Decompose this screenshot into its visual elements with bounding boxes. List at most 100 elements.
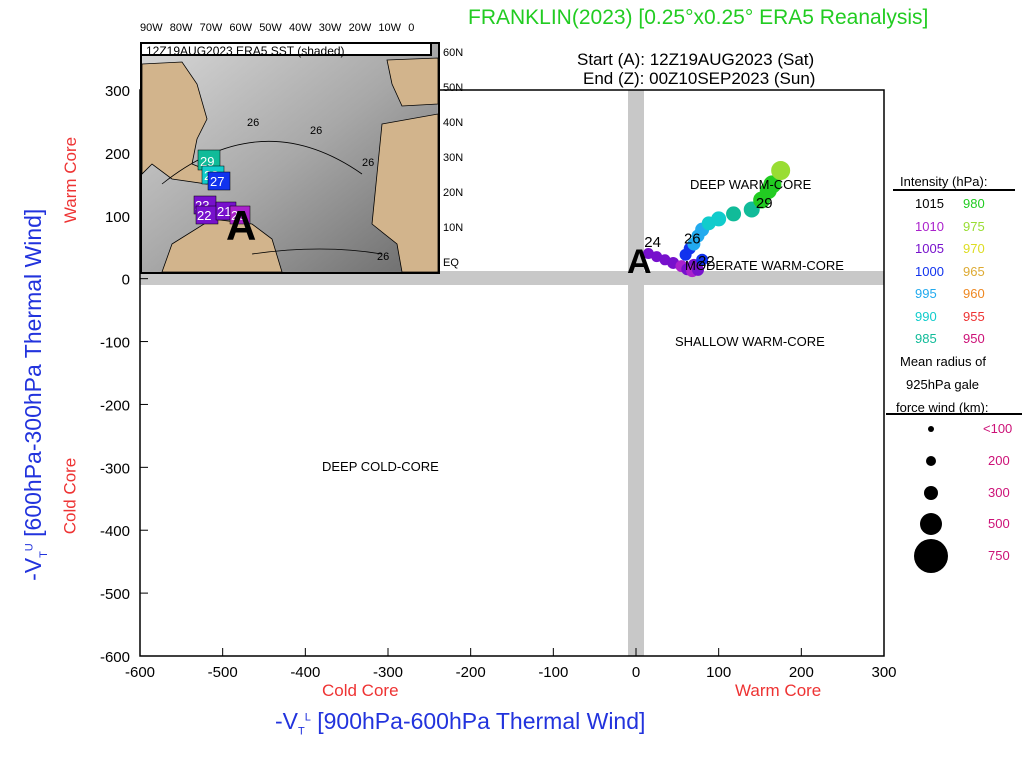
intensity-right-label: 970 — [963, 241, 985, 256]
y-tick-label: 100 — [105, 209, 130, 226]
end-time: End (Z): 00Z10SEP2023 (Sun) — [583, 69, 816, 88]
y-tick-label: -600 — [100, 649, 130, 666]
intensity-left-label: 990 — [915, 308, 937, 324]
day-label: 26 — [684, 230, 701, 247]
intensity-left-label: 1005 — [915, 241, 944, 256]
radius-legend-dot — [926, 456, 936, 466]
x-tick-label: 300 — [871, 664, 896, 681]
intensity-right-label: 960 — [963, 286, 985, 301]
lon-tick-label: 10W — [378, 22, 402, 34]
lat-tick-label: 60N — [443, 47, 464, 59]
radius-title-3: force wind (km): — [896, 400, 989, 415]
radius-legend-label: <100 — [983, 421, 1013, 436]
lat-tick-label: 50N — [443, 82, 464, 94]
y-ticks: 300 200 100 0 -100 -200 -300 -400 -500 -600 — [100, 83, 148, 666]
region-deep-warm: DEEP WARM-CORE — [690, 177, 812, 192]
radius-legend-dots — [914, 426, 948, 573]
y-tick-label: -500 — [100, 586, 130, 603]
track-point — [726, 206, 742, 222]
day-label: 24 — [644, 234, 661, 251]
region-deep-cold: DEEP COLD-CORE — [322, 459, 439, 474]
chart-title: FRANKLIN(2023) [0.25°x0.25° ERA5 Reanaly… — [468, 6, 929, 29]
contour-label-2: 26 — [310, 125, 322, 137]
x-axis-title: -VTL [900hPa-600hPa Thermal Wind] — [275, 708, 646, 738]
lat-tick-label: 20N — [443, 187, 464, 199]
track-label-20: 20 — [231, 208, 245, 223]
lon-tick-label: 40W — [289, 22, 312, 34]
y-tick-label: -300 — [100, 460, 130, 477]
x-left-word: Cold Core — [322, 681, 399, 700]
x-tick-label: -300 — [373, 664, 403, 681]
x-ticks: -600 -500 -400 -300 -200 -100 0 100 200 300 — [125, 648, 897, 681]
start-marker: A — [627, 243, 652, 281]
radius-legend-label: 200 — [988, 453, 1010, 468]
lon-tick-label: 70W — [199, 22, 223, 34]
day-labels: 24 26 29 22 — [644, 195, 772, 270]
x-tick-label: -600 — [125, 664, 155, 681]
x-tick-label: -500 — [208, 664, 238, 681]
intensity-right-label: 950 — [963, 331, 985, 346]
intensity-right-label: 965 — [963, 263, 985, 279]
day-label: 29 — [756, 195, 773, 212]
intensity-right-label: 980 — [963, 196, 985, 211]
intensity-left-label: 985 — [915, 331, 937, 346]
x-tick-label: 200 — [789, 664, 814, 681]
radius-legend-dot — [928, 426, 934, 432]
plot-frame — [139, 89, 885, 657]
intensity-left-label: 995 — [915, 286, 937, 301]
x-right-word: Warm Core — [735, 681, 822, 700]
inset-caption: 12Z19AUG2023 ERA5 SST (shaded) — [140, 42, 432, 58]
sst-contour — [161, 141, 363, 185]
lat-tick-label: 10N — [443, 222, 464, 234]
intensity-right-label: 955 — [963, 308, 985, 324]
contour-label-3: 26 — [362, 157, 374, 169]
x-tick-label: 0 — [632, 664, 640, 681]
track-point — [763, 175, 782, 194]
contour-label-4: 26 — [377, 251, 389, 263]
y-tick-label: -200 — [100, 397, 130, 414]
lat-tick-label: 30N — [443, 152, 464, 164]
start-time: Start (A): 12Z19AUG2023 (Sat) — [577, 50, 815, 69]
sst-contour — [251, 248, 383, 255]
track-label-29: 29 — [200, 154, 214, 169]
track-label-21: 21 — [217, 204, 231, 219]
intensity-legend-title: Intensity (hPa): — [900, 174, 988, 189]
intensity-left-label: 1000 — [915, 263, 944, 279]
europe-land — [386, 57, 438, 107]
lat-tick-label: EQ — [443, 257, 459, 269]
radius-legend-dot — [924, 486, 938, 500]
track-point — [711, 211, 727, 227]
track-label-22: 22 — [197, 208, 211, 223]
y-tick-label: -400 — [100, 523, 130, 540]
lon-tick-label: 30W — [318, 22, 342, 34]
track-point — [696, 253, 709, 266]
lat-tick-label: 40N — [443, 117, 464, 129]
x-tick-label: -100 — [538, 664, 568, 681]
intensity-right-label: 975 — [963, 218, 985, 234]
africa-land — [371, 113, 438, 272]
vertical-zero-bar — [628, 90, 644, 656]
radius-legend-dot — [914, 539, 948, 573]
x-tick-label: 100 — [706, 664, 731, 681]
lon-tick-label: 50W — [259, 22, 282, 34]
region-moderate-warm: MODERATE WARM-CORE — [685, 258, 844, 273]
radius-legend-label: 750 — [988, 548, 1010, 563]
y-tick-label: 0 — [122, 272, 130, 289]
y-bottom-word: Cold Core — [60, 457, 80, 535]
track-points — [642, 160, 791, 278]
radius-legend-label: 300 — [988, 485, 1010, 500]
contour-label-1: 26 — [247, 117, 259, 129]
day-label: 22 — [698, 253, 715, 270]
lon-tick-label: 80W — [169, 22, 193, 34]
x-tick-label: -200 — [456, 664, 486, 681]
inset-svg: 26 26 26 26 29 28 27 23 22 21 20 A — [142, 44, 438, 272]
lon-tick-label: 0 — [408, 22, 415, 34]
y-axis-title: -VTU [600hPa-300hPa Thermal Wind] — [20, 208, 50, 581]
y-tick-label: -100 — [100, 335, 130, 352]
track-point — [692, 263, 704, 276]
x-tick-label: -400 — [290, 664, 320, 681]
sst-inset-map: 26 26 26 26 29 28 27 23 22 21 20 A — [140, 42, 440, 274]
lon-tick-label: 20W — [348, 22, 372, 34]
y-tick-label: 300 — [105, 83, 130, 100]
